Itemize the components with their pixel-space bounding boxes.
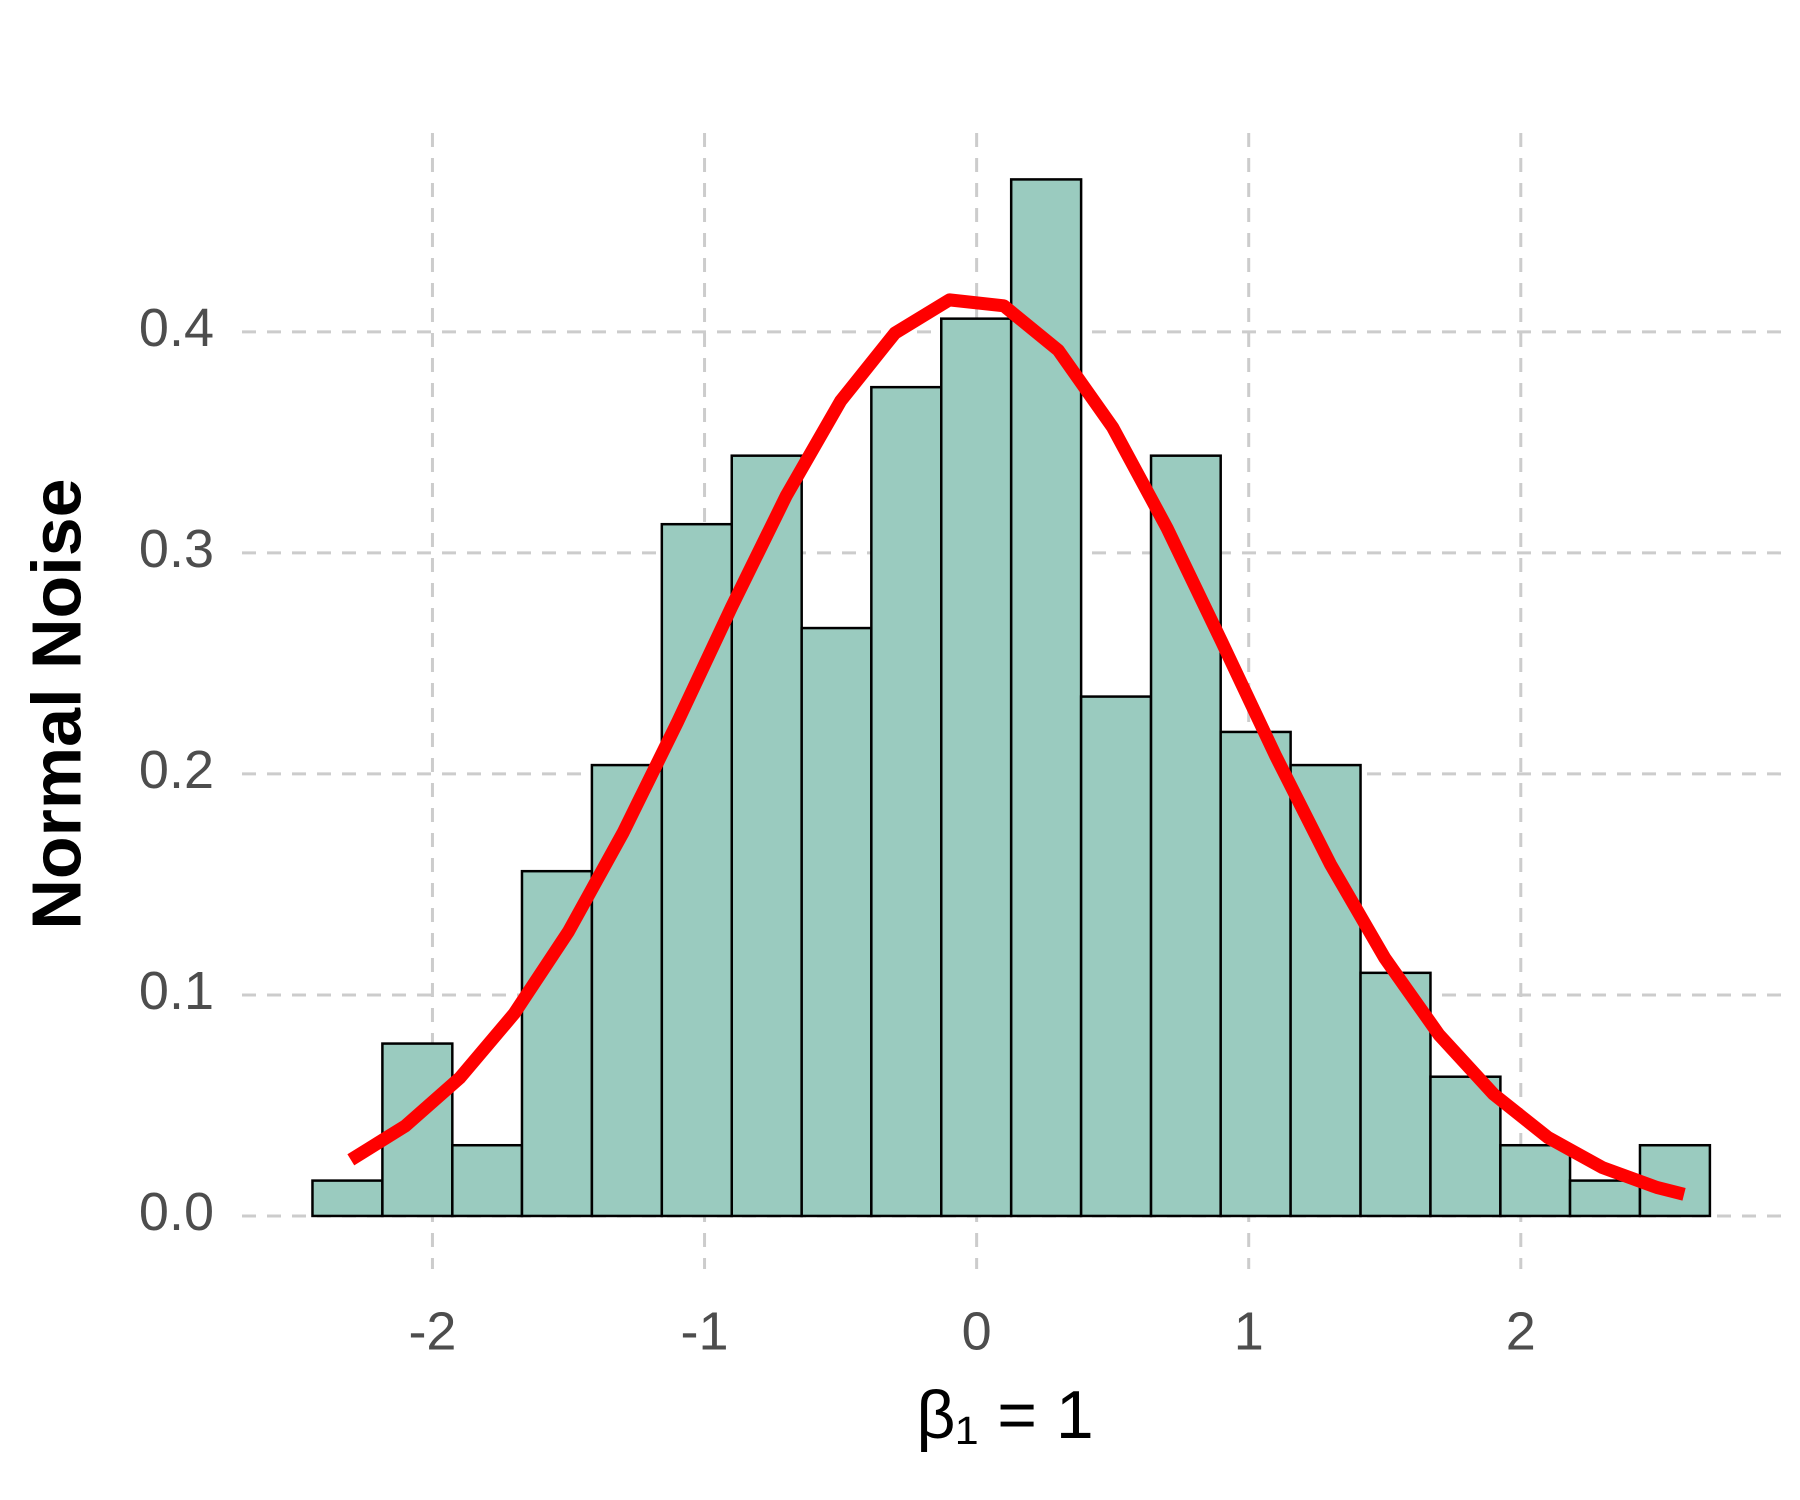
bar	[1219, 730, 1292, 1218]
bar	[520, 869, 594, 1218]
bar	[730, 454, 803, 1218]
x-tick-label: 1	[1234, 1301, 1264, 1361]
bar	[1009, 178, 1083, 1218]
bar	[1568, 1179, 1642, 1218]
bar	[1079, 695, 1153, 1218]
bar	[1429, 1075, 1502, 1218]
y-tick-label: 0.0	[139, 1182, 214, 1242]
x-axis-label: β₁ = 1	[916, 1377, 1093, 1453]
y-axis-label: Normal Noise	[17, 478, 95, 929]
bars	[311, 178, 1712, 1218]
bar	[1289, 763, 1362, 1218]
x-tick-label: -1	[681, 1301, 729, 1361]
bar	[451, 1143, 524, 1218]
y-tick-label: 0.3	[139, 519, 214, 579]
bar	[1499, 1143, 1572, 1218]
labels: -2 -1 0 1 2 0.0 0.1 0.2 0.3 0.4	[139, 298, 1536, 1361]
y-tick-label: 0.1	[139, 961, 214, 1021]
bar	[870, 385, 943, 1218]
x-tick-label: 2	[1506, 1301, 1536, 1361]
bar	[940, 317, 1013, 1218]
y-tick-label: 0.4	[139, 298, 214, 358]
y-tick-label: 0.2	[139, 740, 214, 800]
x-tick-label: -2	[408, 1301, 456, 1361]
density-curve	[347, 293, 1686, 1201]
bar	[311, 1179, 384, 1218]
bar	[800, 626, 873, 1218]
bar	[1149, 454, 1222, 1218]
curve-layer	[347, 293, 1686, 1201]
x-tick-label: 0	[962, 1301, 992, 1361]
bar	[1638, 1143, 1712, 1218]
